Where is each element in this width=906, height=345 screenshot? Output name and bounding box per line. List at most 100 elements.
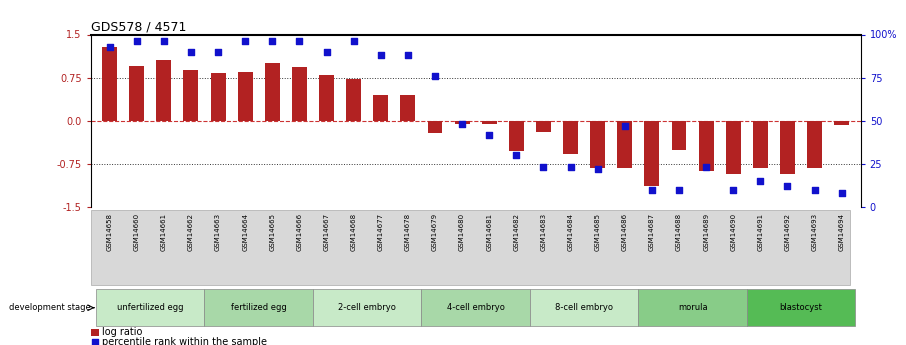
Text: GSM14690: GSM14690 [730, 213, 737, 251]
Bar [644, 121, 660, 186]
Bar [564, 121, 578, 154]
Text: log ratio: log ratio [102, 327, 142, 337]
Text: GSM14686: GSM14686 [622, 213, 628, 251]
Bar [130, 66, 144, 121]
FancyBboxPatch shape [747, 289, 855, 326]
Text: fertilized egg: fertilized egg [231, 303, 286, 312]
Bar [210, 73, 226, 121]
FancyBboxPatch shape [205, 289, 313, 326]
FancyBboxPatch shape [639, 289, 747, 326]
Bar [455, 121, 469, 124]
Bar [91, 328, 99, 335]
Point [726, 187, 740, 193]
Text: GSM14658: GSM14658 [107, 213, 112, 250]
Point [157, 39, 171, 44]
Bar [726, 121, 741, 174]
Point [373, 52, 388, 58]
Bar [780, 121, 795, 174]
Text: GSM14665: GSM14665 [269, 213, 275, 250]
Text: GSM14663: GSM14663 [215, 213, 221, 251]
Bar [671, 121, 687, 149]
Bar [292, 67, 307, 121]
Point [184, 49, 198, 55]
Point [102, 44, 117, 49]
Text: GSM14661: GSM14661 [160, 213, 167, 251]
Bar [157, 60, 171, 121]
Point [428, 73, 442, 79]
Text: GSM14679: GSM14679 [432, 213, 438, 251]
Text: GSM14693: GSM14693 [812, 213, 817, 251]
Bar [428, 121, 442, 134]
Text: GSM14678: GSM14678 [405, 213, 410, 251]
Point [591, 166, 605, 172]
Point [346, 39, 361, 44]
Point [671, 187, 686, 193]
Text: development stage: development stage [9, 303, 91, 312]
Bar [400, 96, 415, 121]
Text: GDS578 / 4571: GDS578 / 4571 [91, 20, 186, 33]
FancyBboxPatch shape [421, 289, 530, 326]
Text: GSM14685: GSM14685 [594, 213, 601, 250]
FancyBboxPatch shape [91, 210, 850, 285]
Bar [319, 75, 334, 121]
Text: unfertilized egg: unfertilized egg [117, 303, 184, 312]
Point [265, 39, 280, 44]
Text: GSM14688: GSM14688 [676, 213, 682, 251]
Point [238, 39, 253, 44]
Bar [346, 79, 361, 121]
Text: morula: morula [678, 303, 708, 312]
Text: GSM14692: GSM14692 [785, 213, 791, 250]
Text: GSM14667: GSM14667 [323, 213, 330, 251]
Point [564, 165, 578, 170]
Text: GSM14660: GSM14660 [134, 213, 140, 251]
Point [536, 165, 551, 170]
Text: GSM14683: GSM14683 [541, 213, 546, 251]
Bar [699, 121, 714, 171]
Bar [617, 121, 632, 168]
Bar [482, 121, 496, 124]
Point [753, 178, 767, 184]
Text: GSM14677: GSM14677 [378, 213, 384, 251]
Text: GSM14682: GSM14682 [514, 213, 519, 250]
Point [319, 49, 333, 55]
Text: GSM14662: GSM14662 [188, 213, 194, 250]
Point [292, 39, 306, 44]
Point [834, 190, 849, 196]
Text: GSM14694: GSM14694 [839, 213, 844, 250]
Point [482, 132, 496, 137]
Text: GSM14687: GSM14687 [649, 213, 655, 251]
Bar [753, 121, 767, 168]
Point [400, 52, 415, 58]
Point [455, 121, 469, 127]
FancyBboxPatch shape [96, 289, 205, 326]
Text: GSM14684: GSM14684 [567, 213, 573, 250]
Text: 2-cell embryo: 2-cell embryo [338, 303, 396, 312]
Point [347, 302, 361, 308]
Bar [184, 70, 198, 121]
Bar [373, 96, 388, 121]
Point [699, 165, 713, 170]
Text: 8-cell embryo: 8-cell embryo [555, 303, 613, 312]
Bar [265, 63, 280, 121]
Point [645, 187, 660, 193]
Point [130, 39, 144, 44]
Point [509, 152, 524, 158]
Text: 4-cell embryo: 4-cell embryo [447, 303, 505, 312]
Bar [237, 72, 253, 121]
Text: GSM14668: GSM14668 [351, 213, 357, 251]
Bar [102, 47, 117, 121]
Bar [509, 121, 524, 151]
Point [780, 184, 795, 189]
Text: percentile rank within the sample: percentile rank within the sample [102, 337, 267, 345]
Text: GSM14689: GSM14689 [703, 213, 709, 251]
Bar [807, 121, 822, 168]
Text: GSM14666: GSM14666 [296, 213, 303, 251]
Text: GSM14681: GSM14681 [487, 213, 492, 251]
Point [618, 123, 632, 129]
Text: GSM14691: GSM14691 [757, 213, 764, 251]
Bar [590, 121, 605, 168]
Point [211, 49, 226, 55]
Text: GSM14664: GSM14664 [242, 213, 248, 250]
Point [807, 187, 822, 193]
FancyBboxPatch shape [313, 289, 421, 326]
